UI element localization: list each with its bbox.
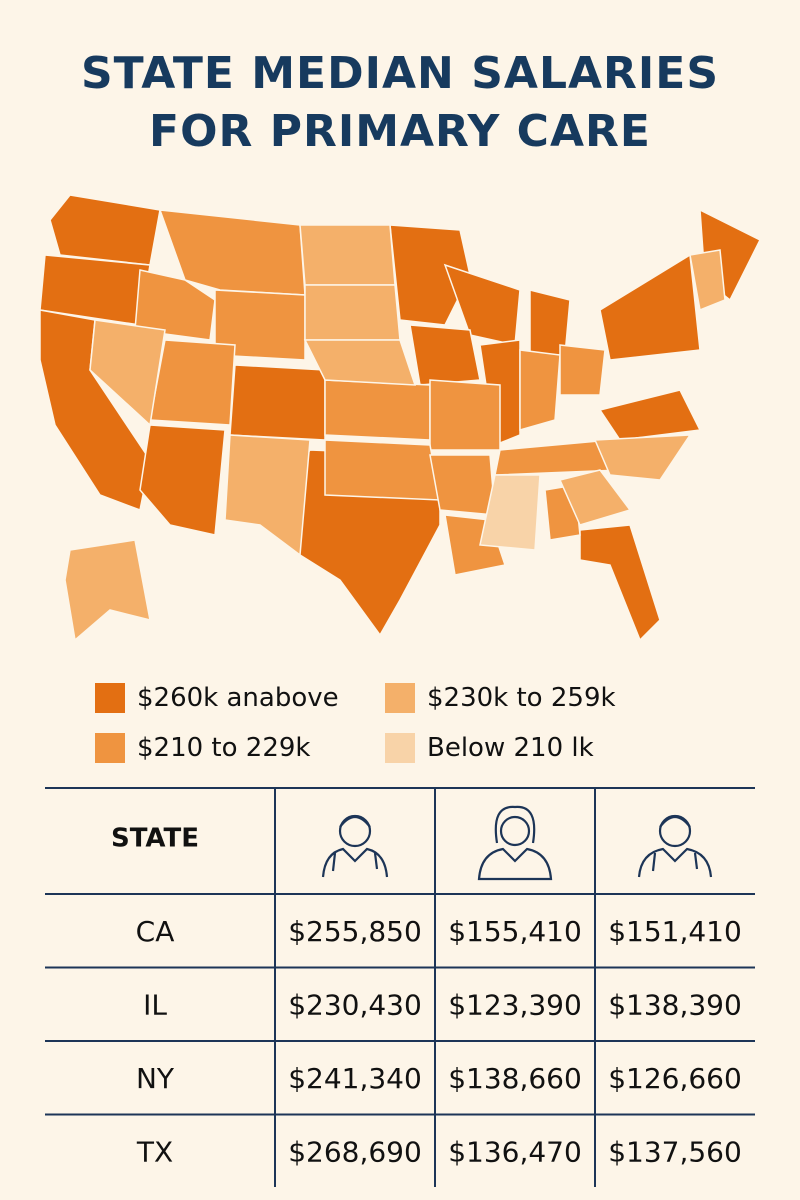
state-cell: CA (136, 915, 175, 948)
state (134, 269, 216, 341)
salary-cell: $255,850 (288, 915, 422, 948)
legend-swatch (385, 733, 415, 763)
state (149, 339, 236, 426)
state (139, 424, 226, 536)
salary-cell: $138,660 (448, 1062, 582, 1095)
doctor-icon (321, 814, 389, 878)
state (579, 524, 661, 642)
table: STATE CA $255,850 $155,410 $151,410 IL $230,4… (45, 787, 755, 1187)
salary-cell: $268,690 (288, 1135, 422, 1168)
state (303, 339, 417, 386)
state (599, 253, 701, 361)
state (519, 349, 561, 431)
state (479, 474, 541, 551)
state (64, 539, 151, 642)
salary-cell: $138,390 (608, 988, 742, 1021)
state (89, 319, 166, 427)
legend-label: $230k to 259k (427, 683, 616, 713)
legend-label: Below 210 lk (427, 733, 594, 763)
legend-label: $260k anabove (137, 683, 339, 713)
header-cell: STATE (111, 824, 199, 854)
salary-cell: $123,390 (448, 988, 582, 1021)
doctor-icon (637, 814, 713, 878)
state (409, 324, 481, 386)
salary-cell: $241,340 (288, 1062, 422, 1095)
state (224, 434, 311, 557)
state-cell: TX (136, 1135, 173, 1168)
salary-cell: $136,470 (448, 1135, 582, 1168)
state (689, 249, 726, 312)
state (429, 379, 501, 451)
salary-cell: $126,660 (608, 1062, 742, 1095)
state (324, 439, 441, 501)
legend-item: $230k to 259k (385, 683, 616, 713)
state (299, 224, 396, 286)
state (558, 469, 632, 526)
state (593, 434, 692, 481)
state (214, 289, 306, 361)
us-map (39, 194, 762, 642)
title: STATE MEDIAN SALARIES FOR PRIMARY CARE (80, 48, 720, 157)
state (324, 379, 431, 441)
legend-item: Below 210 lk (385, 733, 594, 763)
state (229, 364, 326, 441)
salary-cell: $230,430 (288, 988, 422, 1021)
state (429, 454, 496, 516)
state (559, 344, 606, 396)
legend-swatch (95, 733, 125, 763)
state-cell: NY (136, 1062, 175, 1095)
salary-cell: $155,410 (448, 915, 582, 948)
state (49, 194, 161, 266)
nurse-icon (477, 805, 553, 881)
state (598, 389, 702, 441)
salary-cell: $151,410 (608, 915, 742, 948)
legend-item: $260k anabove (95, 683, 339, 713)
salary-cell: $137,560 (608, 1135, 742, 1168)
legend-swatch (385, 683, 415, 713)
legend-swatch (95, 683, 125, 713)
legend-label: $210 to 229k (137, 733, 311, 763)
legend-item: $210 to 229k (95, 733, 310, 763)
state-cell: IL (143, 988, 167, 1021)
state (304, 284, 401, 341)
